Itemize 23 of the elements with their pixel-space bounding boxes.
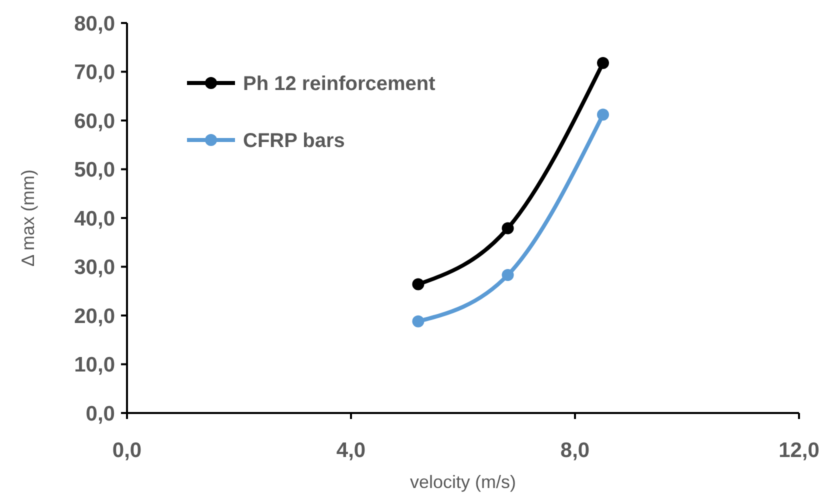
legend-label: Ph 12 reinforcement [243, 73, 436, 95]
legend-label: CFRP bars [243, 130, 345, 152]
y-tick-label: 60,0 [74, 110, 115, 133]
y-tick-label: 10,0 [74, 354, 115, 377]
y-tick-label: 0,0 [86, 402, 115, 426]
point [597, 56, 609, 69]
x-axis-title: velocity (m/s) [410, 472, 516, 492]
y-tick-label: 20,0 [74, 304, 115, 328]
y-tick-label: 40,0 [74, 207, 115, 230]
x-tick-label: 0,0 [112, 439, 142, 462]
point [412, 315, 424, 328]
y-tick-label: 70,0 [74, 61, 115, 84]
y-tick-label: 80,0 [74, 12, 115, 36]
y-tick-label: 30,0 [74, 256, 115, 280]
point [502, 222, 514, 234]
point [597, 108, 609, 121]
y-tick-label: 50,0 [74, 158, 115, 182]
y-axis-title: Δ max (mm) [18, 169, 38, 267]
x-tick-label: 12,0 [778, 439, 820, 462]
x-tick-label: 4,0 [336, 439, 366, 462]
x-tick-label: 8,0 [560, 439, 590, 462]
point [412, 278, 424, 290]
point [502, 269, 514, 282]
